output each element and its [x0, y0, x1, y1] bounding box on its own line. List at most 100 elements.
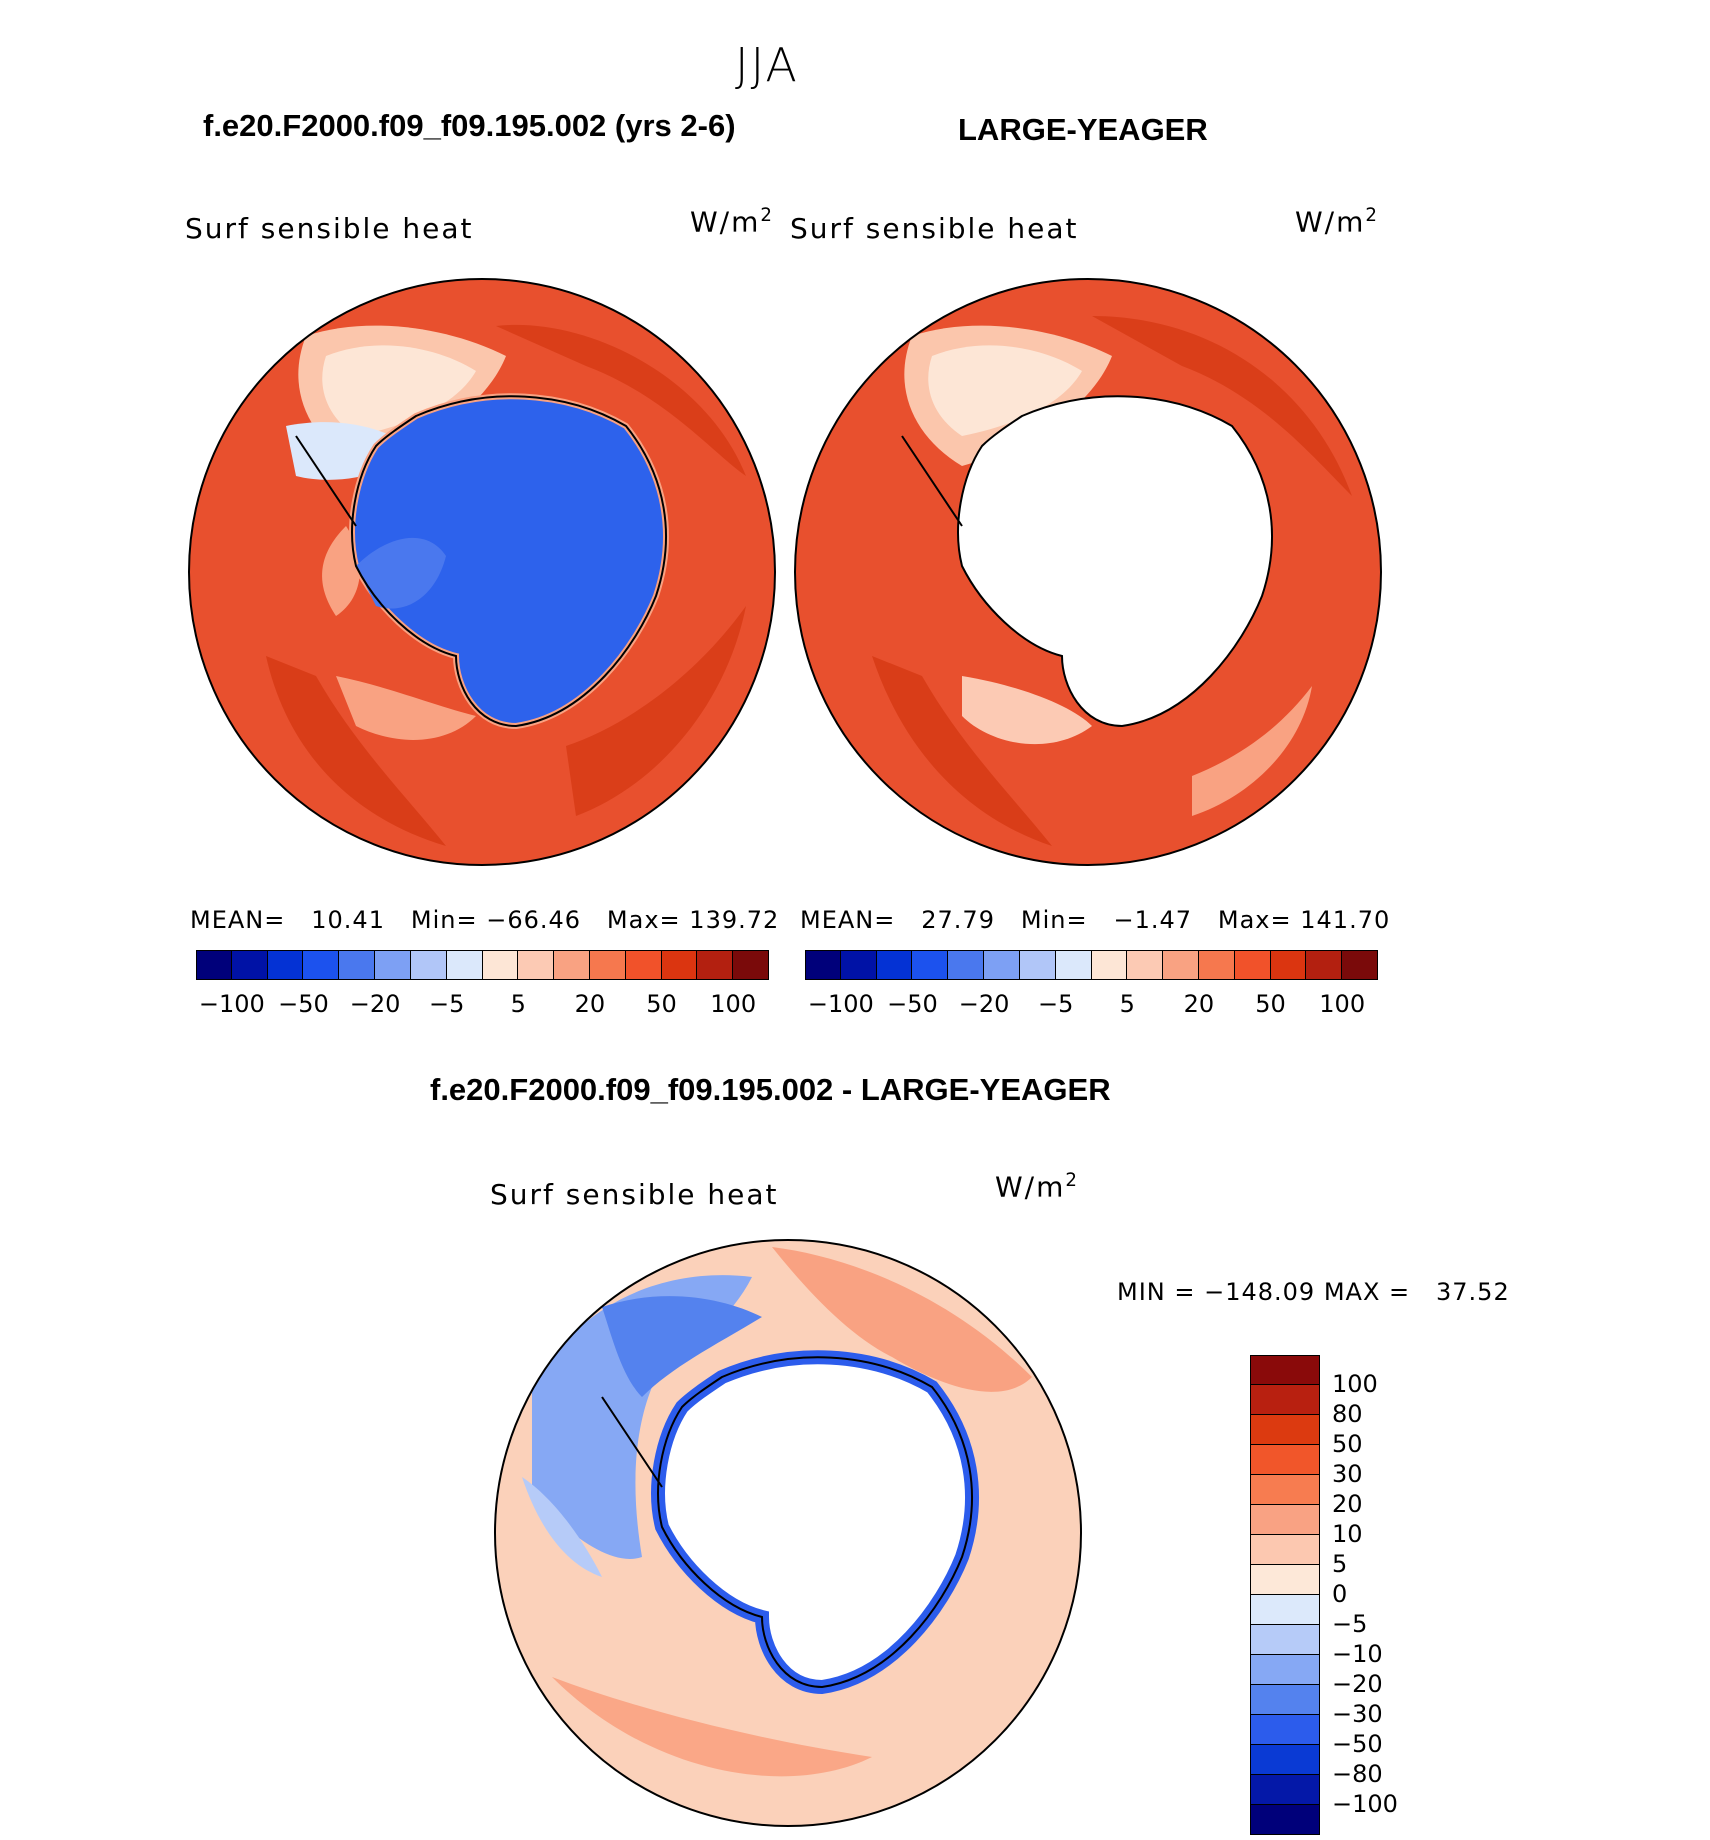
- colorbar-tick-label: −20: [958, 990, 1010, 1018]
- colorbar-swatch: [589, 950, 626, 980]
- colorbar-swatch: [1342, 950, 1378, 980]
- colorbar-swatch: [1250, 1565, 1320, 1595]
- colorbar-tick-label: 5: [1119, 990, 1135, 1018]
- colorbar-swatch: [1250, 1415, 1320, 1445]
- colorbar-tick-label: 20: [574, 990, 606, 1018]
- colorbar-swatch: [196, 950, 232, 980]
- colorbar-swatch: [912, 950, 949, 980]
- colorbar-tick-label: −50: [1332, 1730, 1383, 1758]
- colorbar-tick-label: 100: [710, 990, 757, 1018]
- colorbar-swatch: [1250, 1655, 1320, 1685]
- antarctica-coastline: [657, 1356, 973, 1689]
- colorbar-swatch: [482, 950, 519, 980]
- colorbar-swatch: [876, 950, 913, 980]
- colorbar-tick-label: 20: [1183, 990, 1215, 1018]
- colorbar-tick-label: 5: [510, 990, 526, 1018]
- colorbar-tick-label: 100: [1319, 990, 1366, 1018]
- diff-title: f.e20.F2000.f09_f09.195.002 - LARGE-YEAG…: [430, 1072, 1111, 1107]
- colorbar-swatch: [1250, 1715, 1320, 1745]
- colorbar-swatch: [518, 950, 555, 980]
- colorbar-swatch: [1250, 1505, 1320, 1535]
- colorbar-swatch: [267, 950, 304, 980]
- colorbar-swatch: [1198, 950, 1235, 980]
- colorbar-tick-label: −5: [1037, 990, 1074, 1018]
- colorbar-swatch: [697, 950, 734, 980]
- diff-units: W/m2: [995, 1170, 1079, 1204]
- colorbar-swatch: [805, 950, 841, 980]
- colorbar-swatch: [1270, 950, 1307, 980]
- colorbar-swatch: [410, 950, 447, 980]
- colorbar-swatch: [625, 950, 662, 980]
- colorbar-panel1-ticks: −100 −50 −20 −5 5 20 50 100: [196, 990, 769, 1020]
- colorbar-swatch: [1306, 950, 1343, 980]
- panel2-stats: MEAN= 27.79 Min= −1.47 Max= 141.70: [800, 906, 1391, 934]
- colorbar-tick-label: −100: [807, 990, 874, 1018]
- map-panel1: [188, 278, 776, 866]
- colorbar-swatch: [1127, 950, 1164, 980]
- colorbar-swatch: [1250, 1475, 1320, 1505]
- map-panel2: [794, 278, 1382, 866]
- colorbar-tick-label: −5: [428, 990, 465, 1018]
- colorbar-swatch: [1250, 1595, 1320, 1625]
- colorbar-tick-label: 0: [1332, 1580, 1348, 1608]
- panel2-units: W/m2: [1295, 205, 1379, 239]
- colorbar-difference-ticks: 100 80 50 30 20 10 5 0 −5 −10 −20 −30 −50 −80 −100: [1332, 1355, 1452, 1835]
- colorbar-panel2: [805, 950, 1378, 980]
- colorbar-swatch: [733, 950, 769, 980]
- antarctica-coastline: [351, 395, 667, 728]
- colorbar-tick-label: −100: [198, 990, 265, 1018]
- colorbar-swatch: [1234, 950, 1271, 980]
- colorbar-tick-label: −30: [1332, 1700, 1383, 1728]
- panel1-units: W/m2: [690, 205, 774, 239]
- colorbar-tick-label: −50: [887, 990, 938, 1018]
- colorbar-tick-label: 80: [1332, 1400, 1363, 1428]
- colorbar-swatch: [1250, 1775, 1320, 1805]
- diff-variable-label: Surf sensible heat: [490, 1178, 779, 1211]
- colorbar-swatch: [1055, 950, 1092, 980]
- colorbar-swatch: [554, 950, 590, 980]
- colorbar-panel2-ticks: −100 −50 −20 −5 5 20 50 100: [805, 990, 1378, 1020]
- colorbar-panel1: [196, 950, 769, 980]
- colorbar-tick-label: −80: [1332, 1760, 1383, 1788]
- colorbar-swatch: [1091, 950, 1128, 980]
- colorbar-tick-label: −50: [278, 990, 329, 1018]
- colorbar-swatch: [1250, 1625, 1320, 1655]
- map-difference: [494, 1239, 1082, 1827]
- colorbar-swatch: [231, 950, 268, 980]
- diff-minmax: MIN = −148.09 MAX = 37.52: [1117, 1278, 1510, 1306]
- colorbar-swatch: [1250, 1445, 1320, 1475]
- antarctica-coastline: [957, 395, 1273, 728]
- colorbar-swatch: [1250, 1385, 1320, 1415]
- panel1-variable-label: Surf sensible heat: [185, 212, 474, 245]
- colorbar-difference: [1250, 1355, 1320, 1835]
- colorbar-swatch: [948, 950, 985, 980]
- colorbar-swatch: [1163, 950, 1199, 980]
- colorbar-swatch: [1250, 1355, 1320, 1385]
- colorbar-tick-label: −100: [1332, 1790, 1398, 1818]
- colorbar-tick-label: −20: [349, 990, 401, 1018]
- colorbar-swatch: [375, 950, 411, 980]
- colorbar-swatch: [984, 950, 1020, 980]
- colorbar-swatch: [1019, 950, 1056, 980]
- panel1-stats: MEAN= 10.41 Min= −66.46 Max= 139.72: [190, 906, 780, 934]
- colorbar-swatch: [661, 950, 698, 980]
- colorbar-tick-label: −10: [1332, 1640, 1383, 1668]
- colorbar-tick-label: 50: [1332, 1430, 1363, 1458]
- colorbar-swatch: [303, 950, 340, 980]
- figure-title: JJA: [735, 38, 799, 92]
- colorbar-tick-label: 20: [1332, 1490, 1363, 1518]
- colorbar-tick-label: 50: [646, 990, 677, 1018]
- colorbar-swatch: [840, 950, 877, 980]
- panel2-variable-label: Surf sensible heat: [790, 212, 1079, 245]
- colorbar-tick-label: −5: [1332, 1610, 1368, 1638]
- colorbar-tick-label: 30: [1332, 1460, 1363, 1488]
- panel1-case-title: f.e20.F2000.f09_f09.195.002 (yrs 2-6): [203, 108, 736, 143]
- colorbar-swatch: [339, 950, 376, 980]
- colorbar-tick-label: 10: [1332, 1520, 1363, 1548]
- colorbar-swatch: [1250, 1535, 1320, 1565]
- colorbar-swatch: [446, 950, 483, 980]
- colorbar-tick-label: 5: [1332, 1550, 1348, 1578]
- colorbar-tick-label: 50: [1255, 990, 1286, 1018]
- colorbar-swatch: [1250, 1745, 1320, 1775]
- colorbar-tick-label: −20: [1332, 1670, 1383, 1698]
